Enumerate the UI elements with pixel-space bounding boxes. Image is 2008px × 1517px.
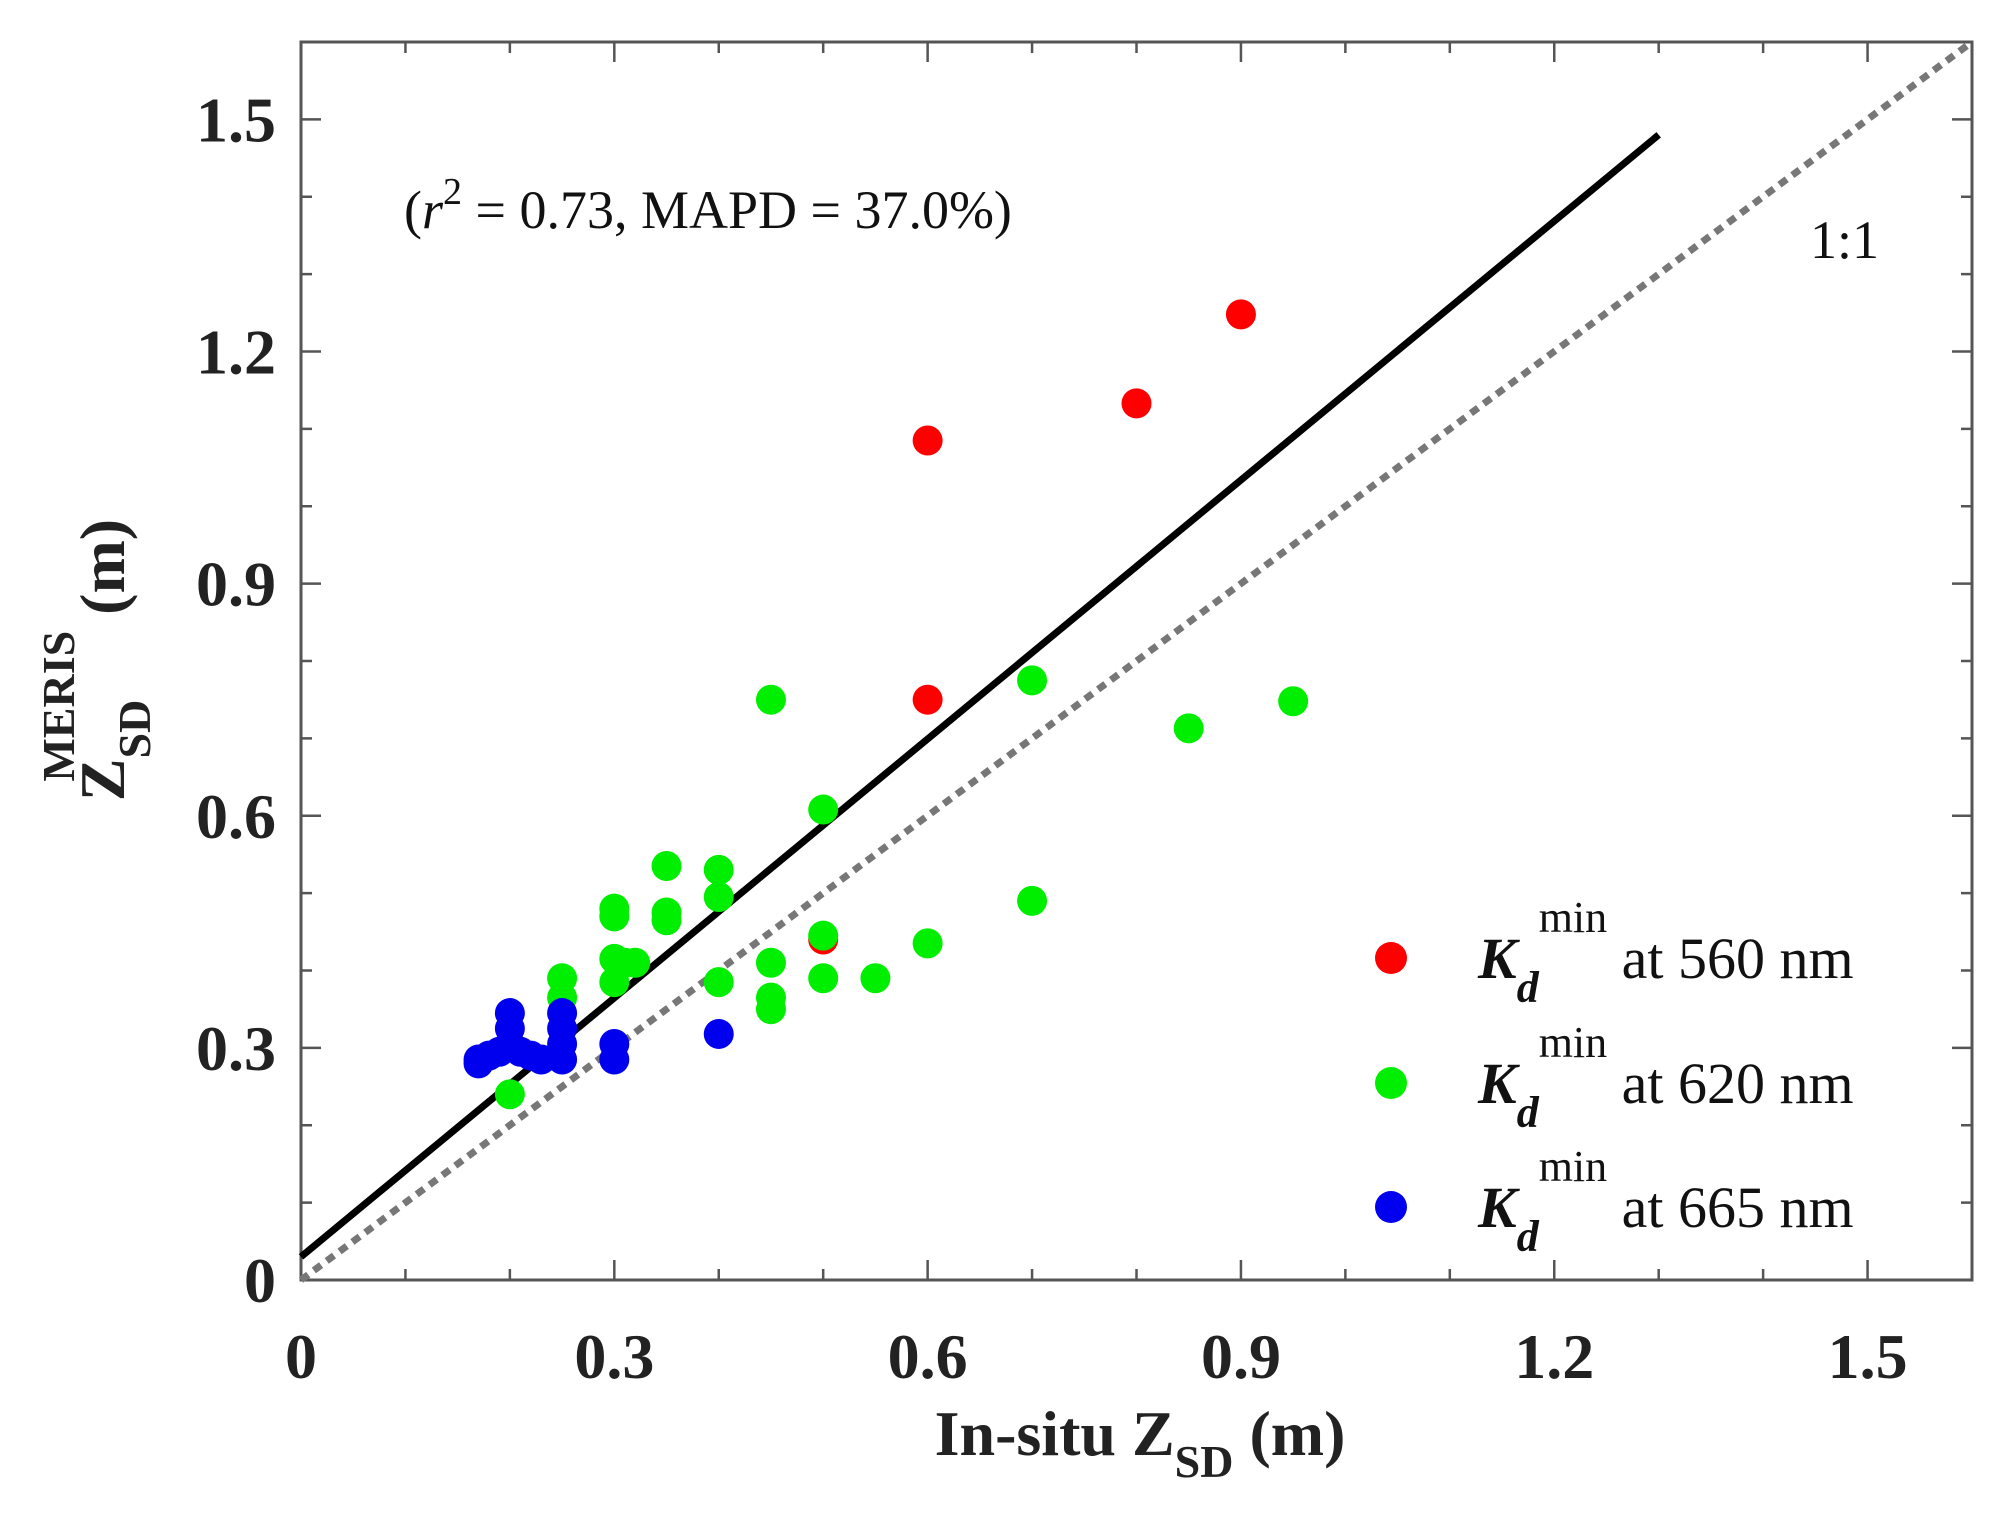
- data-point-665nm: [526, 1044, 557, 1075]
- one-to-one-label: 1:1: [1810, 210, 1879, 270]
- data-point-665nm: [703, 1018, 734, 1049]
- data-point-620nm: [808, 920, 839, 951]
- data-point-620nm: [1017, 665, 1048, 696]
- data-point-665nm: [599, 1044, 630, 1075]
- annotation-r-symbol: r: [422, 180, 444, 240]
- y-axis-title-sub: SD: [109, 700, 160, 759]
- data-point-620nm: [755, 994, 786, 1025]
- data-point-620nm: [755, 684, 786, 715]
- y-axis-title: ZSD MERIS (m): [33, 519, 160, 801]
- data-point-560nm: [1225, 299, 1256, 330]
- legend-marker-620nm: [1375, 1067, 1407, 1099]
- data-point-560nm: [912, 425, 943, 456]
- x-tick-label: 0.9: [1201, 1321, 1281, 1392]
- y-tick-label: 0.6: [196, 781, 276, 852]
- annotation: (r2 = 0.73, MAPD = 37.0%): [404, 171, 1012, 240]
- x-axis-title: In-situ ZSD (m): [935, 1398, 1346, 1487]
- y-tick-label: 1.5: [196, 84, 276, 155]
- x-tick-label: 1.2: [1514, 1321, 1594, 1392]
- data-point-620nm: [651, 905, 682, 936]
- x-tick-label: 0: [285, 1321, 317, 1392]
- x-tick-label: 0.3: [574, 1321, 654, 1392]
- data-point-620nm: [620, 947, 651, 978]
- data-point-620nm: [599, 901, 630, 932]
- data-point-620nm: [599, 967, 630, 998]
- y-tick-label: 0.3: [196, 1013, 276, 1084]
- data-point-620nm: [494, 1079, 525, 1110]
- x-tick-label: 0.6: [888, 1321, 968, 1392]
- data-point-620nm: [860, 963, 891, 994]
- y-axis-title-unit: (m): [67, 519, 138, 631]
- legend-label-620nm: Kdmin at 620 nm: [1477, 1018, 1854, 1137]
- data-point-620nm: [651, 851, 682, 882]
- legend-marker-560nm: [1375, 942, 1407, 974]
- data-point-620nm: [703, 881, 734, 912]
- x-axis-title-sub: SD: [1175, 1436, 1234, 1487]
- data-point-620nm: [808, 963, 839, 994]
- annotation-r-sup: 2: [443, 171, 462, 213]
- y-axis-title-sup: MERIS: [33, 631, 84, 782]
- annotation-rest: = 0.73, MAPD = 37.0%): [462, 180, 1012, 240]
- legend-marker-665nm: [1375, 1191, 1407, 1223]
- legend-label-560nm: Kdmin at 560 nm: [1477, 893, 1854, 1012]
- data-point-665nm: [547, 1044, 578, 1075]
- data-point-620nm: [703, 854, 734, 885]
- x-axis-title-main: In-situ Z: [935, 1398, 1175, 1469]
- data-point-665nm: [463, 1048, 494, 1079]
- data-point-560nm: [912, 684, 943, 715]
- data-point-620nm: [703, 967, 734, 998]
- data-point-620nm: [808, 794, 839, 825]
- one-to-one-line: [298, 39, 1975, 1283]
- data-point-620nm: [912, 928, 943, 959]
- x-tick-label: 1.5: [1828, 1321, 1908, 1392]
- annotation-open: (: [404, 180, 422, 240]
- y-tick-label: 0.9: [196, 549, 276, 620]
- data-point-560nm: [1121, 388, 1152, 419]
- data-point-620nm: [1278, 686, 1309, 717]
- data-point-620nm: [1173, 713, 1204, 744]
- y-tick-label: 0: [244, 1245, 276, 1316]
- legend-label-665nm: Kdmin at 665 nm: [1477, 1142, 1854, 1261]
- data-point-620nm: [1017, 885, 1048, 916]
- x-axis-title-unit: (m): [1233, 1398, 1345, 1469]
- y-tick-label: 1.2: [196, 317, 276, 388]
- data-point-620nm: [755, 947, 786, 978]
- y-axis-title-main: Z: [67, 758, 138, 801]
